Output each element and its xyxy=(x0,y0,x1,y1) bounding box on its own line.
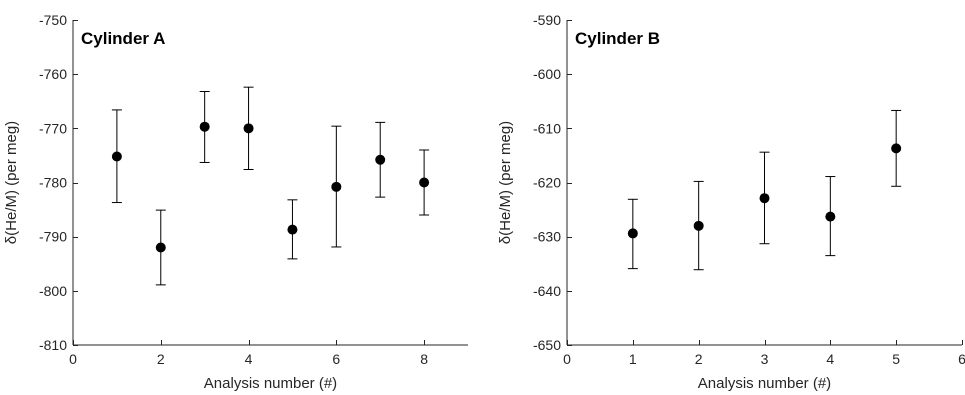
panel-b-y-tick-label-2: -630 xyxy=(533,229,561,245)
panel-a-x-tick-label-3: 6 xyxy=(332,351,340,367)
panel-b-data-point-4 xyxy=(825,211,836,222)
panel-a-axes xyxy=(72,20,468,346)
panel-b-y-tick-label-3: -620 xyxy=(533,175,561,191)
panel-b-x-tick-label-6: 6 xyxy=(958,351,965,367)
panel-a-ticks: 0 2 4 6 8 -810 -800 -790 -780 -770 -760 -750 xyxy=(39,12,428,367)
panel-b-x-tick-label-5: 5 xyxy=(892,351,900,367)
panel-a-x-axis-label: Analysis number (#) xyxy=(204,375,337,392)
panel-a-x-tick-label-2: 4 xyxy=(245,351,253,367)
panel-a-y-tick-label-5: -760 xyxy=(39,66,67,82)
panel-cylinder-a: 0 2 4 6 8 -810 -800 -790 -780 -770 -760 -750 Cylind… xyxy=(3,12,468,392)
panel-b-x-tick-label-2: 2 xyxy=(695,351,703,367)
panel-a-data-point-7 xyxy=(375,154,386,165)
panel-b-y-axis-label: δ(He/M) (per meg) xyxy=(497,121,514,244)
panel-b-data-point-2 xyxy=(693,220,704,231)
panel-b-y-tick-label-5: -600 xyxy=(533,66,561,82)
panel-a-data-point-4 xyxy=(243,123,254,134)
panel-a-y-tick-label-6: -750 xyxy=(39,12,67,28)
panel-b-data-point-3 xyxy=(759,193,770,204)
panel-b-ticks: 0 1 2 3 4 5 6 -650 -640 -630 -620 -610 -600 -590 xyxy=(533,12,965,367)
panel-a-x-tick-label-1: 2 xyxy=(157,351,165,367)
panel-b-y-tick-label-4: -610 xyxy=(533,120,561,136)
panel-a-data-point-5 xyxy=(287,224,298,235)
panel-a-y-tick-label-4: -770 xyxy=(39,120,67,136)
panel-b-marks xyxy=(627,109,902,271)
panel-a-data-point-6 xyxy=(331,181,342,192)
panel-a-marks xyxy=(111,86,430,286)
panel-a-x-tick-label-0: 0 xyxy=(69,351,77,367)
panel-b-title: Cylinder B xyxy=(575,29,660,48)
panel-a-x-tick-label-4: 8 xyxy=(420,351,428,367)
panel-a-data-point-1 xyxy=(111,151,122,162)
panel-b-data-point-1 xyxy=(627,228,638,239)
panel-a-y-tick-label-1: -800 xyxy=(39,283,67,299)
panel-b-x-tick-label-4: 4 xyxy=(826,351,834,367)
panel-b-x-tick-label-1: 1 xyxy=(629,351,637,367)
panel-a-data-point-3 xyxy=(199,121,210,132)
panel-b-x-tick-label-3: 3 xyxy=(761,351,769,367)
panel-cylinder-b: 0 1 2 3 4 5 6 -650 -640 -630 -620 -610 -600 -590 Cyli… xyxy=(497,12,965,392)
panel-a-title: Cylinder A xyxy=(81,29,165,48)
panel-b-y-tick-label-6: -590 xyxy=(533,12,561,28)
panel-a-y-tick-label-2: -790 xyxy=(39,229,67,245)
panel-a-data-point-8 xyxy=(419,177,430,188)
panel-b-data-point-5 xyxy=(891,143,902,154)
panel-b-y-tick-label-1: -640 xyxy=(533,283,561,299)
panel-a-y-tick-label-0: -810 xyxy=(39,337,67,353)
panel-a-y-tick-label-3: -780 xyxy=(39,175,67,191)
panel-b-x-axis-label: Analysis number (#) xyxy=(698,375,831,392)
panel-b-x-tick-label-0: 0 xyxy=(563,351,571,367)
panel-a-y-axis-label: δ(He/M) (per meg) xyxy=(3,121,20,244)
panel-a-data-point-2 xyxy=(155,242,166,253)
panel-b-y-tick-label-0: -650 xyxy=(533,337,561,353)
